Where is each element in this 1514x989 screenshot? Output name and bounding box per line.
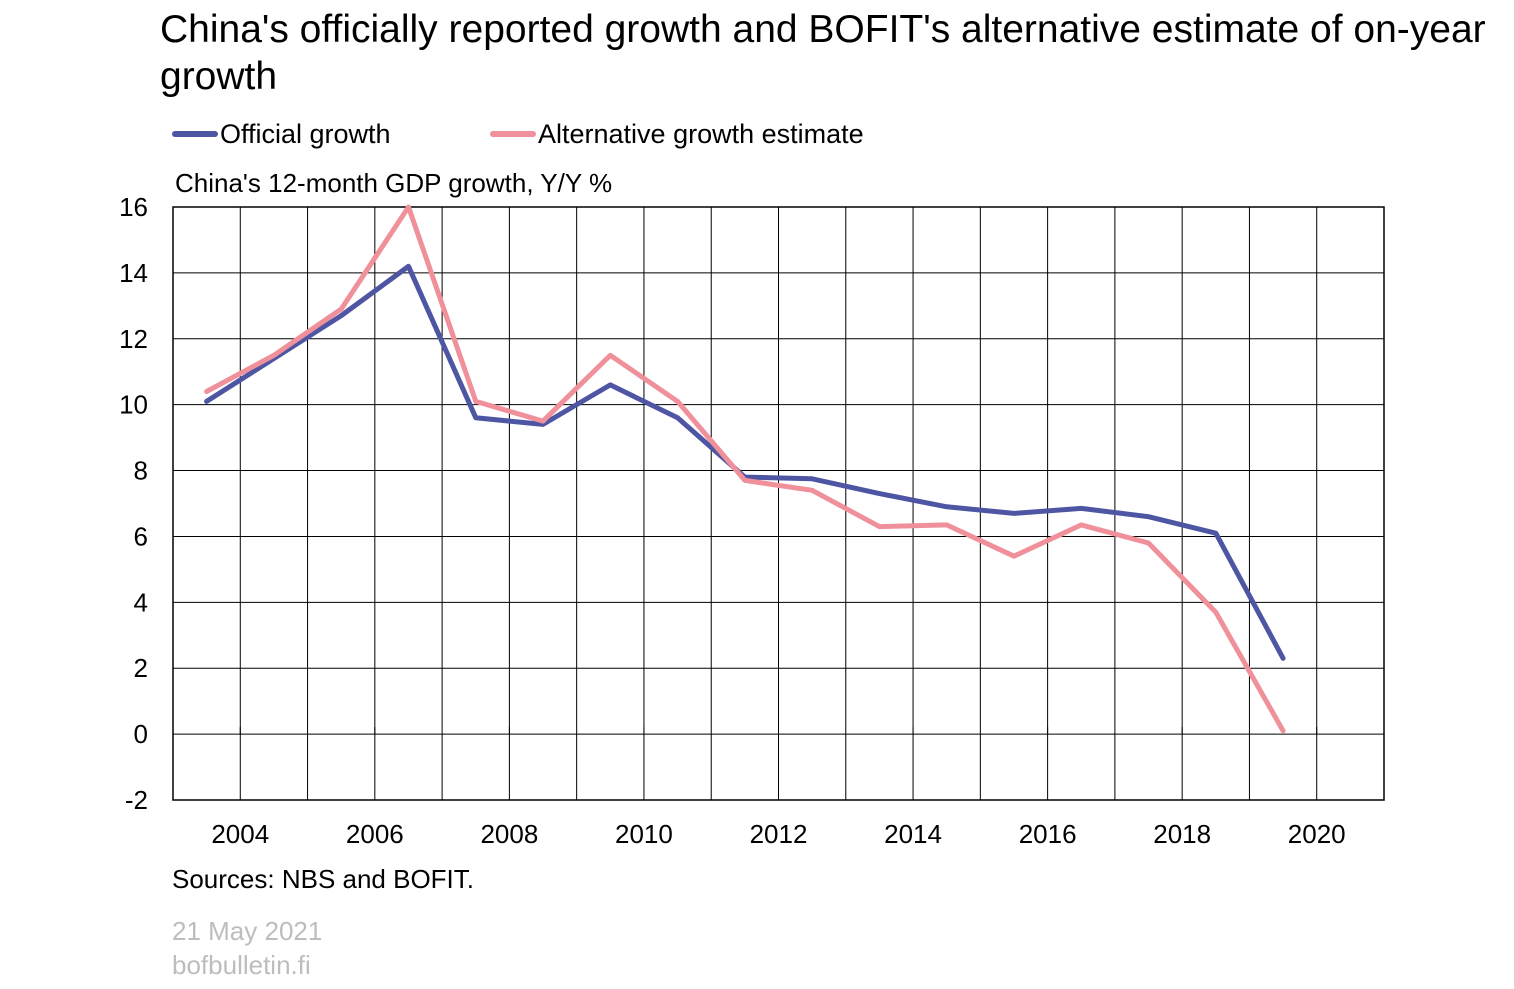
x-tick-label: 2014: [884, 819, 942, 849]
series-line-official: [204, 263, 1286, 661]
y-tick-label: 4: [134, 587, 148, 617]
x-tick-label: 2008: [480, 819, 538, 849]
y-tick-label: 8: [134, 456, 148, 486]
y-axis-label: China's 12-month GDP growth, Y/Y %: [175, 168, 613, 198]
x-tick-label: 2010: [615, 819, 673, 849]
x-tick-label: 2018: [1153, 819, 1211, 849]
y-tick-label: 14: [119, 258, 148, 288]
series-line-alternative: [204, 204, 1286, 734]
site-credit: bofbulletin.fi: [172, 950, 311, 980]
y-tick-label: 6: [134, 521, 148, 551]
y-tick-label: 16: [119, 192, 148, 222]
y-tick-label: 12: [119, 324, 148, 354]
source-note: Sources: NBS and BOFIT.: [172, 864, 475, 894]
publication-date: 21 May 2021: [172, 916, 323, 946]
chart-title: China's officially reported growth and B…: [160, 8, 1486, 98]
x-tick-label: 2016: [1019, 819, 1077, 849]
legend-label-alternative: Alternative growth estimate: [538, 119, 864, 149]
y-tick-label: 2: [134, 653, 148, 683]
x-tick-label: 2012: [750, 819, 808, 849]
legend-swatch-official: [172, 131, 218, 137]
legend-swatch-alternative: [490, 131, 536, 137]
y-tick-label: 0: [134, 719, 148, 749]
x-tick-label: 2020: [1288, 819, 1346, 849]
y-tick-label: -2: [125, 785, 148, 815]
legend-label-official: Official growth: [220, 119, 391, 149]
x-tick-label: 2006: [346, 819, 404, 849]
x-tick-label: 2004: [211, 819, 269, 849]
y-tick-label: 10: [119, 390, 148, 420]
plot-frame: [172, 206, 1385, 801]
